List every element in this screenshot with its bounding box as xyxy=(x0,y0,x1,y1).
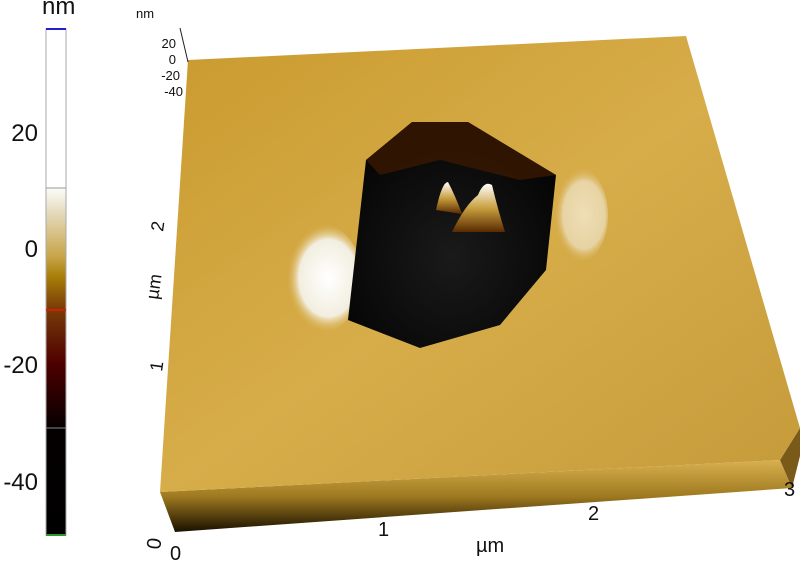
side-face xyxy=(780,428,800,488)
z-axis-tick: -40 xyxy=(164,84,183,99)
pit xyxy=(348,122,556,348)
colorbar-unit: nm xyxy=(42,0,75,20)
z-axis-label: nm xyxy=(136,6,154,21)
peak xyxy=(436,182,462,214)
y-axis-label: µm xyxy=(142,273,165,301)
peak xyxy=(452,183,505,232)
pit-wall xyxy=(366,122,556,180)
x-axis-label: µm xyxy=(476,535,504,557)
y-axis-tick: 2 xyxy=(147,220,168,233)
colorbar-gradient xyxy=(45,28,67,536)
bright-rim xyxy=(278,223,362,333)
colorbar-tick: -20 xyxy=(3,352,38,379)
z-axis: nm 20 0 -20 -40 xyxy=(136,6,189,99)
colorbar: nm 20 0 -20 -40 xyxy=(3,0,75,536)
front-face xyxy=(160,460,792,532)
z-axis-tick: 0 xyxy=(169,52,176,67)
colorbar-tick: 20 xyxy=(11,120,38,147)
z-axis-tick: 20 xyxy=(162,36,176,51)
x-axis-tick: 3 xyxy=(784,479,795,501)
surface-plot xyxy=(160,36,800,532)
x-axis-tick: 1 xyxy=(378,519,389,541)
x-axis-tick: 0 xyxy=(170,543,181,565)
y-axis-tick: 0 xyxy=(143,537,166,551)
colorbar-tick: -40 xyxy=(3,469,38,496)
bright-rim-right xyxy=(548,167,608,263)
x-axis: 0 1 2 3 µm xyxy=(170,479,795,565)
z-axis-line xyxy=(179,27,189,63)
z-axis-tick: -20 xyxy=(161,68,180,83)
x-axis-tick: 2 xyxy=(588,503,599,525)
y-axis-tick: 1 xyxy=(146,360,167,373)
colorbar-tick: 0 xyxy=(25,236,38,263)
y-axis: µm 0 1 2 xyxy=(142,220,168,551)
